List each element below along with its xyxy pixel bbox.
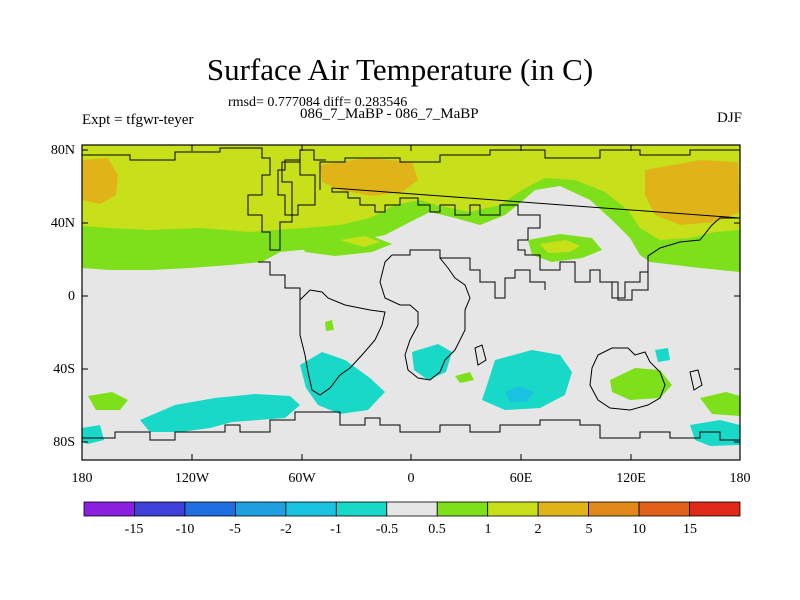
anomaly-region-yellowgreen-north — [82, 145, 740, 240]
lat-tick-80S: 80S — [53, 435, 75, 450]
colorbar-label-11: 10 — [632, 522, 646, 537]
axis-ticks — [81, 145, 741, 460]
lon-tick-180-left: 180 — [72, 471, 93, 486]
colorbar-label-6: -0.5 — [376, 522, 398, 537]
colorbar-labels: -15 -10 -5 -2 -1 -0.5 0.5 1 2 5 10 15 — [125, 522, 697, 537]
colorbar-label-2: -10 — [176, 522, 195, 537]
anomaly-region-cyan-southern-ocean-west — [140, 394, 300, 432]
longitude-axis-labels: 180 120W 60W 0 60E 120E 180 — [72, 471, 751, 486]
lon-tick-60W: 60W — [288, 471, 316, 486]
coastline-south-america — [299, 289, 386, 396]
coastline-antarctica — [82, 411, 740, 441]
anomaly-region-orange-europe — [320, 158, 418, 196]
colorbar-swatch-13 — [689, 501, 741, 517]
coastlines — [82, 147, 740, 441]
colorbar-swatch-9 — [487, 501, 539, 517]
experiment-label: Expt = tfgwr-teyer — [82, 112, 194, 128]
anomaly-region-yellowgreen-atlantic — [340, 236, 380, 247]
colorbar-swatch-10 — [537, 501, 590, 517]
anomaly-region-cyan-south-atlantic — [300, 352, 385, 414]
season-label: DJF — [716, 110, 742, 126]
colorbar-label-5: -1 — [330, 522, 342, 537]
colorbar — [83, 501, 741, 517]
lon-tick-180-right: 180 — [730, 471, 751, 486]
coastline-central-america — [258, 261, 301, 300]
lat-tick-40S: 40S — [53, 362, 75, 377]
latitude-axis-labels: 80N 40N 0 40S 80S — [51, 143, 75, 450]
anomaly-region-green-australia-south — [610, 368, 672, 400]
colorbar-swatch-4 — [234, 501, 287, 517]
anomaly-region-cyan-south-indian — [482, 350, 572, 410]
map-field — [82, 145, 740, 460]
colorbar-label-3: -5 — [229, 522, 241, 537]
coastline-australia — [589, 347, 666, 411]
coastline-new-zealand — [689, 369, 703, 391]
coastline-eurasia — [319, 149, 740, 299]
anomaly-region-cyan-pacific-south — [655, 348, 670, 362]
colorbar-label-10: 5 — [586, 522, 593, 537]
anomaly-region-cyan-antarctica-west — [82, 425, 104, 444]
colorbar-swatch-7 — [386, 501, 438, 517]
lon-tick-120W: 120W — [175, 471, 210, 486]
colorbar-swatch-3 — [184, 501, 236, 517]
anomaly-region-cyan-africa-south — [412, 344, 452, 380]
anomaly-region-green-small-1 — [325, 320, 334, 331]
anomaly-region-orange-siberia — [645, 160, 740, 225]
colorbar-label-9: 2 — [535, 522, 542, 537]
lat-tick-40N: 40N — [51, 216, 75, 231]
colorbar-swatch-12 — [638, 501, 690, 517]
colorbar-swatch-5 — [285, 501, 337, 517]
colorbar-swatch-6 — [335, 501, 388, 517]
stats-line: rmsd= 0.777084 diff= 0.283546 — [228, 95, 408, 110]
lat-tick-80N: 80N — [51, 143, 75, 158]
plot-subtitle: 086_7_MaBP - 086_7_MaBP — [300, 106, 479, 122]
lon-tick-0: 0 — [408, 471, 415, 486]
coastline-greenland — [277, 159, 316, 216]
colorbar-label-4: -2 — [280, 522, 292, 537]
anomaly-region-green-sw-pacific — [88, 392, 128, 410]
colorbar-swatch-8 — [436, 501, 489, 517]
coastline-southeast-asia — [600, 262, 649, 301]
colorbar-label-8: 1 — [485, 522, 492, 537]
anomaly-region-lightblue-south-indian — [505, 386, 534, 402]
lon-tick-120E: 120E — [616, 471, 646, 486]
coastline-madagascar — [474, 344, 487, 366]
coastline-africa — [379, 254, 471, 381]
anomaly-region-green-small-2 — [455, 372, 474, 383]
lat-tick-0: 0 — [68, 289, 75, 304]
coastline-north-africa-india — [392, 249, 546, 299]
colorbar-label-1: -15 — [125, 522, 144, 537]
colorbar-swatch-1 — [83, 501, 135, 517]
lon-tick-60E: 60E — [510, 471, 533, 486]
anomaly-region-orange-alaska — [82, 158, 118, 204]
colorbar-label-7: 0.5 — [428, 522, 446, 537]
anomaly-region-green-se-pacific — [700, 392, 740, 416]
colorbar-swatch-11 — [588, 501, 640, 517]
colorbar-swatch-2 — [134, 501, 186, 517]
plot-title: Surface Air Temperature (in C) — [206, 52, 594, 87]
anomaly-region-yellowgreen-asia — [540, 240, 580, 253]
colorbar-label-12: 15 — [683, 522, 697, 537]
